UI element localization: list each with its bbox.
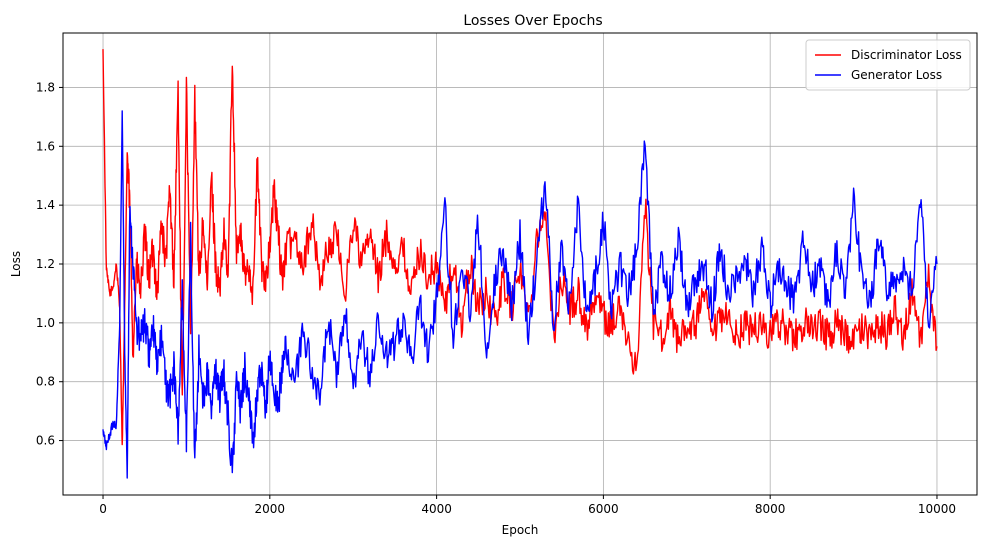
legend: Discriminator Loss Generator Loss bbox=[805, 39, 971, 91]
x-axis-label: Epoch bbox=[502, 523, 539, 537]
y-tick-label: 1.2 bbox=[36, 257, 55, 271]
series-line-discriminator-loss bbox=[102, 49, 938, 446]
x-axis: 0 2000 4000 6000 8000 10000 bbox=[99, 495, 956, 516]
y-tick-label: 1.6 bbox=[36, 139, 55, 153]
series-line-generator-loss bbox=[102, 110, 938, 479]
y-tick-label: 0.8 bbox=[36, 375, 55, 389]
x-tick-label: 4000 bbox=[421, 502, 452, 516]
x-tick-label: 2000 bbox=[255, 502, 286, 516]
plot-area bbox=[102, 49, 938, 479]
y-tick-label: 1.8 bbox=[36, 80, 55, 94]
y-axis-label: Loss bbox=[9, 251, 23, 277]
y-axis: 0.6 0.8 1.0 1.2 1.4 1.6 1.8 bbox=[36, 80, 63, 448]
x-tick-label: 0 bbox=[99, 502, 107, 516]
y-tick-label: 1.4 bbox=[36, 198, 55, 212]
x-tick-label: 10000 bbox=[918, 502, 956, 516]
series-layer bbox=[102, 49, 938, 479]
y-tick-label: 1.0 bbox=[36, 316, 55, 330]
x-tick-label: 6000 bbox=[588, 502, 619, 516]
legend-label-discriminator: Discriminator Loss bbox=[851, 48, 962, 62]
legend-label-generator: Generator Loss bbox=[851, 68, 942, 82]
chart-title: Losses Over Epochs bbox=[463, 13, 602, 29]
legend-box bbox=[805, 39, 971, 91]
y-tick-label: 0.6 bbox=[36, 434, 55, 448]
x-tick-label: 8000 bbox=[755, 502, 786, 516]
